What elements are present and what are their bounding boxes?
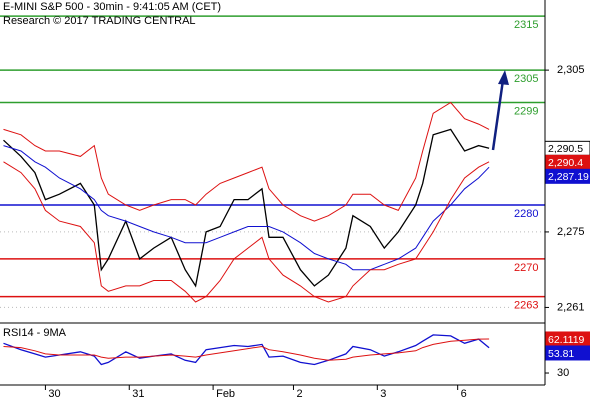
level-label-bg	[512, 104, 542, 118]
level-label-bg	[512, 298, 542, 312]
y-tick-label: 2,305	[557, 64, 585, 76]
forecast-arrow	[491, 79, 505, 151]
series-line	[3, 338, 490, 361]
forecast-arrowhead	[498, 70, 509, 85]
x-tick-label: Feb	[216, 388, 235, 400]
price-tag-label: 53.81	[548, 348, 574, 360]
y-tick-label: 30	[557, 367, 569, 379]
y-tick-label: 2,275	[557, 226, 585, 238]
series-line	[3, 161, 490, 303]
x-tick-label: 30	[48, 388, 60, 400]
price-tag-label: 62.1119	[548, 334, 585, 346]
x-tick-label: 6	[461, 388, 467, 400]
x-tick-label: 31	[132, 388, 144, 400]
chart-subtitle: Research © 2017 TRADING CENTRAL	[3, 15, 196, 27]
series-line	[3, 334, 490, 366]
level-label-bg	[512, 18, 542, 32]
series-line	[3, 101, 490, 222]
price-tag-label: 2,290.4	[548, 157, 583, 169]
series-line	[3, 145, 490, 271]
price-tag-label: 2,287.19	[548, 171, 589, 183]
level-label: 2263	[514, 300, 538, 312]
series-line	[3, 128, 490, 288]
level-label: 2270	[514, 262, 538, 274]
rsi-title: RSI14 - 9MA	[3, 327, 67, 339]
level-label-bg	[512, 72, 542, 86]
level-label-bg	[512, 206, 542, 220]
price-tag-label: 2,290.5	[548, 143, 583, 155]
x-tick-label: 2	[296, 388, 302, 400]
level-label: 2299	[514, 105, 538, 117]
x-tick-label: 3	[380, 388, 386, 400]
level-label: 2280	[514, 208, 538, 220]
plot-layer: 2,305 2,275 2,261 2315 2305 2299 2280 2270 2263 3…	[0, 15, 590, 400]
level-label: 2315	[514, 19, 538, 31]
level-label: 2305	[514, 73, 538, 85]
chart-title: E-MINI S&P 500 - 30min - 9:41:05 AM (CET…	[3, 1, 221, 13]
y-tick-label: 2,261	[557, 301, 585, 313]
level-label-bg	[512, 260, 542, 274]
